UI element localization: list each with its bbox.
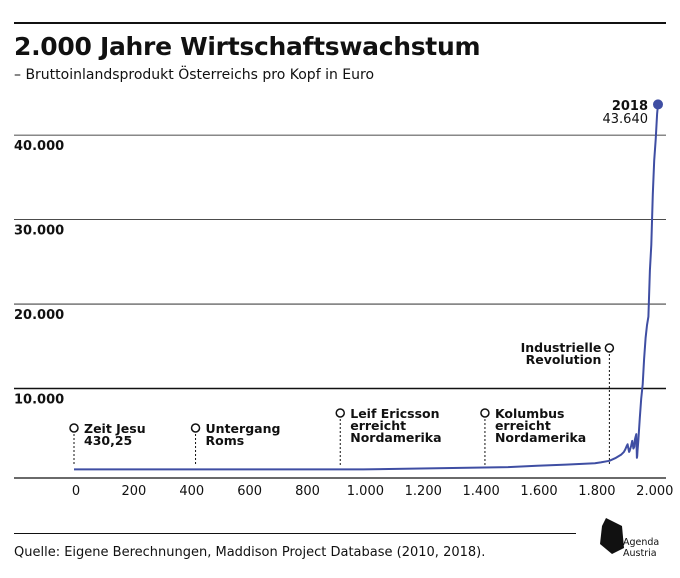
annotation-label: Kolumbus bbox=[495, 406, 565, 421]
annotation-marker bbox=[480, 408, 490, 418]
logo-text-line2: Austria bbox=[623, 548, 657, 559]
y-tick-label: 20.000 bbox=[14, 308, 64, 323]
annotation-label: erreicht bbox=[350, 418, 406, 433]
x-tick-label: 1.000 bbox=[347, 484, 384, 499]
end-point-marker bbox=[653, 99, 663, 110]
x-tick-label: 0 bbox=[72, 484, 80, 499]
source-rule bbox=[14, 533, 576, 534]
logo-text-line1: Agenda bbox=[623, 537, 660, 548]
annotation-label: Industrielle bbox=[521, 340, 602, 355]
annotation-label: 430,25 bbox=[84, 433, 132, 448]
x-tick-label: 600 bbox=[237, 484, 262, 499]
x-tick-label: 200 bbox=[121, 484, 146, 499]
annotation-marker bbox=[335, 408, 345, 418]
annotation-label: Nordamerika bbox=[495, 430, 586, 445]
y-tick-label: 40.000 bbox=[14, 139, 64, 154]
annotation-marker bbox=[190, 423, 201, 433]
y-tick-label: 10.000 bbox=[14, 393, 64, 408]
end-year-label: 2018 bbox=[612, 99, 648, 114]
annotation-label: Roms bbox=[206, 433, 245, 448]
x-tick-label: 1.400 bbox=[463, 484, 500, 499]
x-tick-label: 800 bbox=[295, 484, 320, 499]
end-value-label: 43.640 bbox=[603, 112, 649, 127]
annotation-marker bbox=[604, 343, 615, 353]
x-tick-label: 1.600 bbox=[520, 484, 557, 499]
x-tick-label: 1.800 bbox=[578, 484, 615, 499]
y-tick-label: 30.000 bbox=[14, 224, 64, 239]
gdp-series-line bbox=[74, 104, 659, 471]
annotation-label: Untergang bbox=[206, 421, 281, 436]
source-note: Quelle: Eigene Berechnungen, Maddison Pr… bbox=[14, 545, 486, 560]
x-tick-label: 1.200 bbox=[405, 484, 442, 499]
agenda-austria-logo: Agenda Austria bbox=[598, 518, 668, 568]
annotation-label: erreicht bbox=[495, 418, 551, 433]
annotation-label: Leif Ericsson bbox=[350, 406, 439, 421]
annotation-label: Nordamerika bbox=[350, 430, 441, 445]
annotation-marker bbox=[69, 423, 79, 433]
top-rule bbox=[14, 22, 666, 24]
x-tick-label: 400 bbox=[179, 484, 204, 499]
chart-title: 2.000 Jahre Wirtschaftswachstum bbox=[14, 32, 481, 61]
annotation-label: Revolution bbox=[526, 352, 602, 367]
x-tick-label: 2.000 bbox=[636, 484, 673, 499]
annotation-label: Zeit Jesu bbox=[84, 421, 146, 436]
logo-mark-icon bbox=[600, 518, 624, 554]
chart-subtitle: – Bruttoinlandsprodukt Österreichs pro K… bbox=[14, 67, 375, 83]
